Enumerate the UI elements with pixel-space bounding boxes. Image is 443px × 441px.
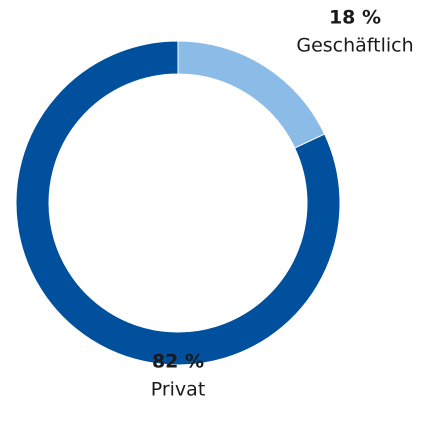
slice bbox=[177, 40, 326, 149]
value-label: 82 % bbox=[152, 351, 204, 373]
slice bbox=[15, 40, 341, 366]
value-label: 18 % bbox=[329, 7, 381, 29]
category-label: Privat bbox=[151, 379, 206, 401]
category-label: Geschäftlich bbox=[296, 35, 413, 57]
